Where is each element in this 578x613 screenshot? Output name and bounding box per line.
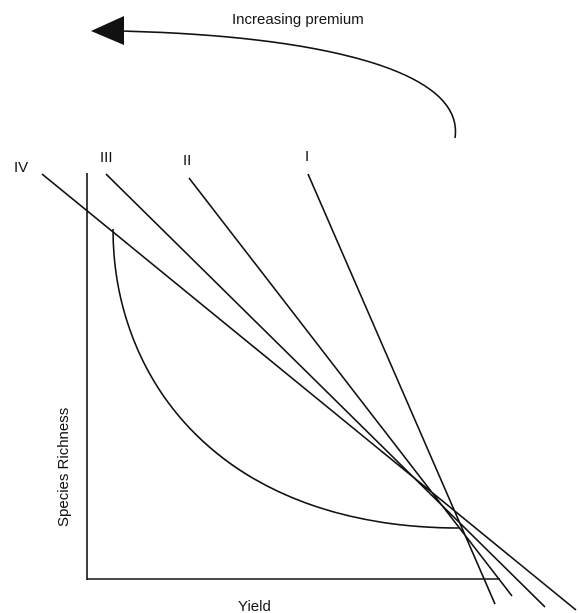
x-axis-label: Yield [238, 598, 271, 613]
line-label-i: I [305, 148, 309, 165]
line-label-iii: III [100, 149, 113, 166]
line-iii [105, 173, 546, 608]
line-i [307, 173, 496, 605]
tradeoff-curve [112, 228, 461, 529]
arrow-curve [119, 30, 457, 139]
line-label-iv: IV [14, 159, 28, 176]
line-iv [41, 173, 577, 611]
y-axis-label: Species Richness [55, 408, 72, 527]
line-ii [188, 177, 513, 597]
line-label-ii: II [183, 152, 191, 169]
arrow-head [91, 16, 124, 45]
arrow-label: Increasing premium [232, 11, 364, 28]
increasing-premium-arrow [91, 16, 457, 139]
